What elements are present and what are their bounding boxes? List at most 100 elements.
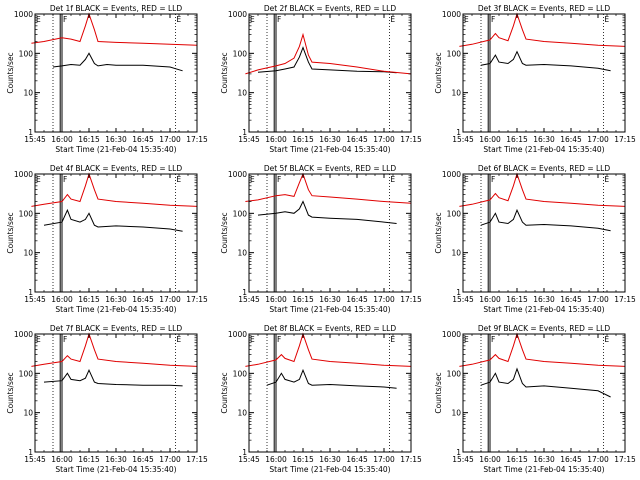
x-tick-label: 16:15: [292, 455, 314, 464]
corner-label: F: [63, 15, 67, 24]
x-tick-label: 17:00: [587, 135, 609, 144]
x-tick-label: 16:00: [265, 295, 287, 304]
x-tick-label: 16:30: [319, 135, 341, 144]
x-axis-label: Start Time (21-Feb-04 15:35:40): [55, 465, 176, 474]
y-tick-label: 1000: [228, 330, 247, 339]
chart-panel-2: Det 2f BLACK = Events, RED = LLD E F E 1 10 10…: [220, 4, 422, 154]
x-tick-label: 17:15: [614, 455, 636, 464]
y-tick-label: 1000: [442, 330, 461, 339]
x-tick-label: 16:30: [319, 455, 341, 464]
x-tick-label: 15:45: [24, 455, 46, 464]
x-tick-label: 16:45: [132, 455, 154, 464]
corner-label: E: [250, 15, 255, 24]
x-tick-label: 16:30: [105, 455, 127, 464]
corner-label: E: [604, 335, 609, 344]
x-tick-label: 16:45: [560, 295, 582, 304]
y-tick-label: 100: [447, 369, 462, 378]
x-tick-label: 16:15: [78, 135, 100, 144]
corner-label: E: [390, 15, 395, 24]
x-tick-label: 16:45: [132, 295, 154, 304]
x-tick-label: 17:00: [373, 135, 395, 144]
chart-panel-5: Det 5f BLACK = Events, RED = LLD E F E 1 10 10…: [220, 164, 422, 314]
x-tick-label: 15:45: [452, 135, 474, 144]
chart-panel-1: Det 1f BLACK = Events, RED = LLD E F E 1 10 10…: [6, 4, 208, 154]
red-series-line: [245, 172, 412, 204]
x-axis-label: Start Time (21-Feb-04 15:35:40): [269, 305, 390, 314]
black-series-line: [480, 367, 611, 398]
x-tick-label: 17:00: [587, 295, 609, 304]
corner-label: E: [36, 15, 41, 24]
x-tick-label: 16:30: [533, 135, 555, 144]
panel-title: Det 7f BLACK = Events, RED = LLD: [50, 324, 183, 333]
corner-label: E: [604, 15, 609, 24]
y-axis-label: Counts/sec: [220, 372, 229, 413]
black-series-line: [480, 208, 611, 232]
x-tick-label: 17:00: [373, 455, 395, 464]
x-tick-label: 15:45: [452, 455, 474, 464]
corner-label: F: [63, 175, 67, 184]
y-axis-label: Counts/sec: [6, 52, 15, 93]
panel-title: Det 5f BLACK = Events, RED = LLD: [264, 164, 397, 173]
plot-frame: [34, 173, 198, 293]
x-tick-label: 15:45: [24, 295, 46, 304]
x-tick-label: 15:45: [24, 135, 46, 144]
plot-frame: [34, 13, 198, 133]
x-tick-label: 15:45: [238, 135, 260, 144]
y-axis-label: Counts/sec: [434, 212, 443, 253]
x-axis-label: Start Time (21-Feb-04 15:35:40): [55, 305, 176, 314]
panel-title: Det 8f BLACK = Events, RED = LLD: [264, 324, 397, 333]
x-tick-label: 17:00: [159, 455, 181, 464]
x-tick-label: 17:00: [159, 135, 181, 144]
y-tick-label: 1: [242, 128, 247, 137]
y-tick-label: 1000: [14, 170, 33, 179]
y-tick-label: 100: [19, 49, 34, 58]
y-tick-label: 10: [23, 409, 33, 418]
chart-panel-6: Det 6f BLACK = Events, RED = LLD E F E 1 10 10…: [434, 164, 636, 314]
x-tick-label: 16:00: [51, 455, 73, 464]
corner-label: E: [464, 335, 469, 344]
y-tick-label: 1: [456, 288, 461, 297]
y-axis-label: Counts/sec: [434, 52, 443, 93]
chart-panel-8: Det 8f BLACK = Events, RED = LLD E F E 1 10 10…: [220, 324, 422, 474]
x-tick-label: 17:15: [400, 295, 422, 304]
corner-label: E: [36, 335, 41, 344]
plot-frame: [462, 333, 626, 453]
y-tick-label: 10: [23, 89, 33, 98]
y-tick-label: 1: [28, 448, 33, 457]
corner-label: E: [464, 15, 469, 24]
x-tick-label: 16:15: [292, 135, 314, 144]
black-series-line: [43, 368, 183, 387]
x-tick-label: 17:00: [373, 295, 395, 304]
x-tick-label: 17:15: [186, 135, 208, 144]
x-tick-label: 16:15: [78, 455, 100, 464]
y-axis-label: Counts/sec: [220, 212, 229, 253]
x-axis-label: Start Time (21-Feb-04 15:35:40): [483, 145, 604, 154]
black-series-line: [266, 368, 397, 389]
x-tick-label: 17:15: [186, 455, 208, 464]
y-tick-label: 1: [242, 448, 247, 457]
y-tick-label: 100: [233, 369, 248, 378]
y-tick-label: 100: [447, 49, 462, 58]
y-tick-label: 10: [23, 249, 33, 258]
x-tick-label: 17:00: [159, 295, 181, 304]
y-axis-label: Counts/sec: [6, 212, 15, 253]
y-tick-label: 1: [28, 128, 33, 137]
corner-label: E: [176, 15, 181, 24]
corner-label: F: [277, 175, 281, 184]
x-tick-label: 17:15: [614, 295, 636, 304]
y-tick-label: 1000: [442, 10, 461, 19]
y-tick-label: 10: [451, 249, 461, 258]
red-series-line: [31, 332, 198, 367]
corner-label: E: [390, 175, 395, 184]
y-tick-label: 1000: [14, 330, 33, 339]
corner-label: F: [277, 335, 281, 344]
panel-title: Det 9f BLACK = Events, RED = LLD: [478, 324, 611, 333]
x-axis-label: Start Time (21-Feb-04 15:35:40): [55, 145, 176, 154]
x-tick-label: 17:15: [614, 135, 636, 144]
y-tick-label: 100: [233, 209, 248, 218]
x-tick-label: 17:15: [400, 135, 422, 144]
x-tick-label: 17:00: [587, 455, 609, 464]
x-tick-label: 16:45: [346, 295, 368, 304]
x-tick-label: 16:30: [533, 455, 555, 464]
x-tick-label: 15:45: [238, 295, 260, 304]
